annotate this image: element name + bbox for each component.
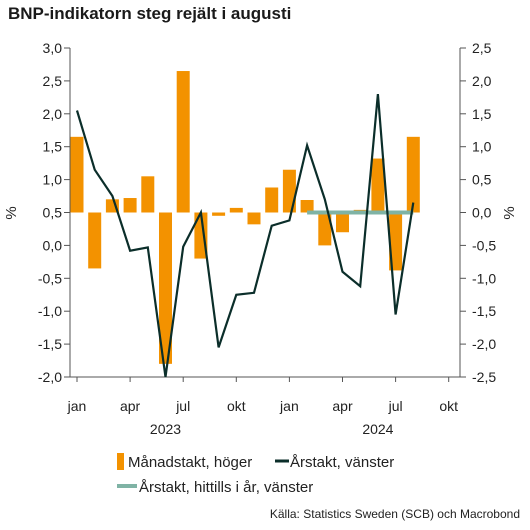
line-series <box>75 93 415 378</box>
bar-monthly <box>406 136 420 213</box>
right-tick-label: 2,5 <box>472 40 492 56</box>
left-tick-label: 2,0 <box>43 106 63 122</box>
x-tick-label: jul <box>388 398 403 414</box>
bar-monthly <box>300 199 314 213</box>
x-tick-label: okt <box>227 398 246 414</box>
left-tick-label: 0,0 <box>43 237 63 253</box>
bar-monthly <box>389 212 403 271</box>
legend-ytd-label: Årstakt, hittills i år, vänster <box>139 479 313 496</box>
legend-bar-label: Månadstakt, höger <box>128 454 252 471</box>
left-tick-label: 2,5 <box>43 73 63 89</box>
left-tick-label: 1,5 <box>43 139 63 155</box>
left-tick-label: 3,0 <box>43 40 63 56</box>
bar-monthly <box>176 71 190 213</box>
left-tick-label: -1,5 <box>38 336 62 352</box>
right-tick-label: 0,0 <box>472 205 492 221</box>
bar-monthly <box>247 212 261 225</box>
right-tick-label: -1,5 <box>472 303 496 319</box>
bar-monthly <box>141 176 155 213</box>
right-tick-label: 1,5 <box>472 106 492 122</box>
axes: 3,0 2,5 2,0 1,5 1,0 0,5 0,0 -0,5 -1,0 -1,5 -2,0 2,5… <box>3 40 518 437</box>
chart-title: BNP-indikatorn steg rejält i augusti <box>8 4 292 23</box>
bar-monthly <box>123 198 137 213</box>
legend-line-label: Årstakt, vänster <box>290 454 394 471</box>
right-tick-label: 1,0 <box>472 139 492 155</box>
year-label: 2024 <box>362 421 393 437</box>
right-axis-unit: % <box>501 206 518 219</box>
x-tick-label: okt <box>439 398 458 414</box>
bar-monthly <box>229 207 243 213</box>
bar-monthly <box>194 212 208 259</box>
left-tick-label: -1,0 <box>38 303 62 319</box>
left-tick-label: -0,5 <box>38 270 62 286</box>
x-tick-label: jan <box>279 398 299 414</box>
left-axis-unit: % <box>3 206 20 219</box>
right-tick-label: -0,5 <box>472 237 496 253</box>
x-tick-label: jan <box>67 398 87 414</box>
right-tick-label: -1,0 <box>472 270 496 286</box>
bar-monthly <box>265 187 279 213</box>
annual-growth-line <box>75 93 415 378</box>
x-tick-label: jul <box>175 398 190 414</box>
bar-monthly <box>282 169 296 213</box>
bar-monthly <box>70 136 84 213</box>
bar-monthly <box>318 212 332 246</box>
left-tick-label: 1,0 <box>43 172 63 188</box>
legend-bar-swatch <box>117 453 124 470</box>
right-tick-label: -2,5 <box>472 369 496 385</box>
legend: Månadstakt, höger Årstakt, vänster Årstakt… <box>117 453 394 496</box>
bar-monthly <box>88 212 102 269</box>
bar-monthly <box>212 212 226 216</box>
left-tick-label: -2,0 <box>38 369 62 385</box>
x-tick-label: apr <box>120 398 141 414</box>
bar-monthly <box>159 212 172 364</box>
source-note: Källa: Statistics Sweden (SCB) och Macro… <box>270 507 520 521</box>
right-tick-label: 2,0 <box>472 73 492 89</box>
right-tick-label: -2,0 <box>472 336 496 352</box>
bar-monthly <box>336 212 349 233</box>
left-tick-label: 0,5 <box>43 205 63 221</box>
right-tick-label: 0,5 <box>472 172 492 188</box>
x-tick-label: apr <box>332 398 353 414</box>
year-label: 2023 <box>150 421 181 437</box>
bar-monthly <box>371 158 385 213</box>
